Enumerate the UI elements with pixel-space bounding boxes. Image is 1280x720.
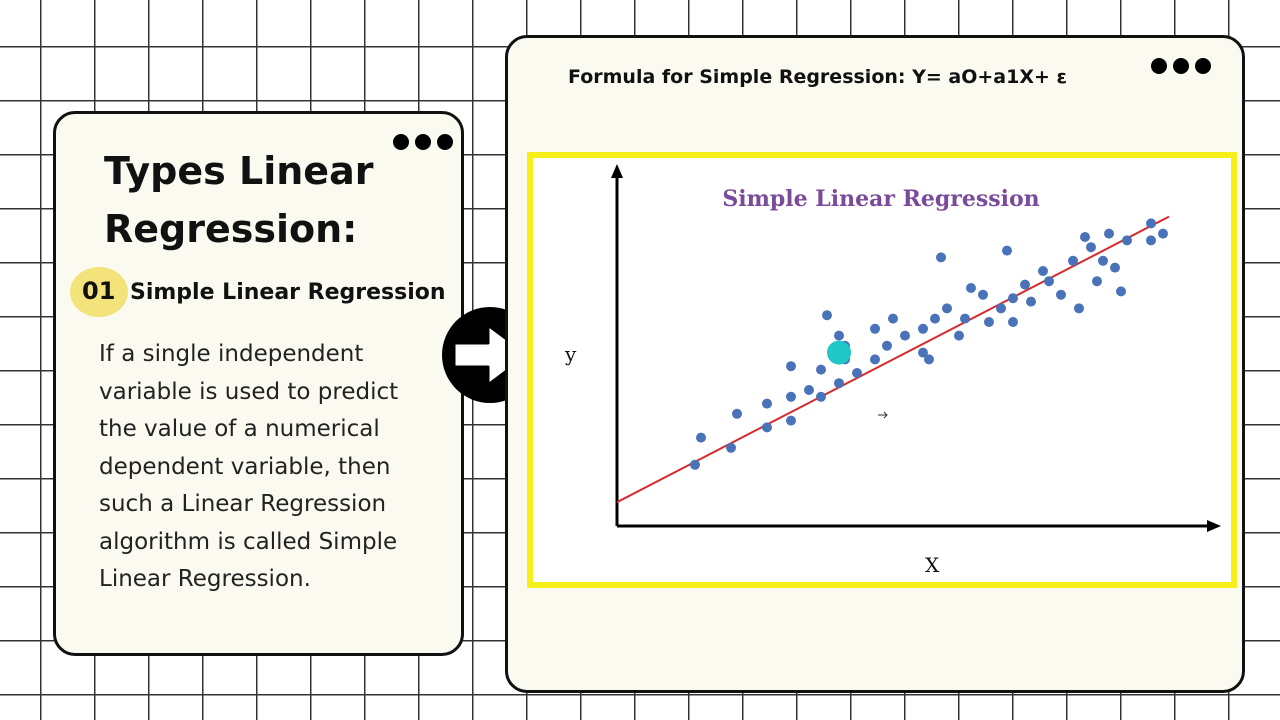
- section-subtitle: Simple Linear Regression: [130, 280, 446, 305]
- data-point: [834, 378, 844, 389]
- data-point: [960, 313, 970, 324]
- data-point: [942, 303, 952, 314]
- data-point: [1020, 279, 1030, 290]
- right-card: Formula for Simple Regression: Y= aO+a1X…: [505, 35, 1245, 693]
- data-point: [1092, 276, 1102, 287]
- data-point: [786, 361, 796, 372]
- highlighted-point: [827, 340, 851, 365]
- data-point: [852, 368, 862, 378]
- data-point: [822, 310, 832, 321]
- more-dots-icon[interactable]: [393, 134, 453, 150]
- number-label: 01: [82, 277, 116, 305]
- cursor-icon: [878, 411, 888, 419]
- regression-line: [616, 215, 1170, 504]
- data-point: [1086, 242, 1096, 253]
- data-point: [966, 283, 976, 293]
- data-point: [930, 313, 940, 324]
- data-point: [924, 354, 934, 365]
- slide-heading: Types Linear Regression:: [104, 149, 374, 251]
- data-point: [762, 398, 772, 409]
- data-point: [870, 354, 880, 365]
- data-point: [1158, 228, 1168, 239]
- data-point: [786, 415, 796, 426]
- data-point: [870, 323, 880, 334]
- data-point: [918, 323, 928, 334]
- data-point: [918, 347, 928, 358]
- data-point: [726, 442, 736, 453]
- data-point: [996, 303, 1006, 314]
- data-point: [804, 385, 814, 395]
- data-point: [690, 459, 700, 470]
- data-point: [1110, 262, 1120, 273]
- data-point: [1122, 235, 1132, 246]
- data-point: [1044, 276, 1054, 287]
- y-axis-arrowhead: [611, 164, 623, 178]
- data-point: [834, 330, 844, 341]
- data-point: [1080, 232, 1090, 242]
- data-point: [1104, 228, 1114, 239]
- description-text: If a single independent variable is used…: [99, 341, 399, 592]
- data-point: [984, 317, 994, 327]
- data-point: [1068, 255, 1078, 266]
- data-point: [882, 340, 892, 351]
- data-point: [900, 330, 910, 341]
- chart-title: Simple Linear Regression: [722, 186, 1039, 212]
- plot-layer: [616, 215, 1170, 504]
- x-axis-arrowhead: [1207, 520, 1221, 532]
- data-point: [1146, 218, 1156, 229]
- data-point: [816, 391, 826, 402]
- data-point: [1008, 293, 1018, 304]
- data-point: [936, 252, 946, 263]
- data-point: [978, 289, 988, 300]
- data-point: [786, 391, 796, 402]
- y-axis-label: y: [564, 342, 577, 366]
- data-point: [1074, 303, 1084, 314]
- data-point: [1026, 296, 1036, 307]
- x-axis-label: X: [925, 553, 940, 577]
- left-card: Types Linear Regression: 01 Simple Linea…: [53, 111, 464, 656]
- more-dots-icon[interactable]: [1151, 58, 1211, 74]
- data-point: [888, 313, 898, 324]
- data-point: [1038, 266, 1048, 276]
- data-point: [1146, 235, 1156, 246]
- data-point: [1008, 317, 1018, 327]
- chart-frame: Simple Linear Regression y X: [527, 152, 1237, 588]
- data-point: [732, 408, 742, 419]
- data-point: [1098, 255, 1108, 266]
- data-point: [696, 432, 706, 443]
- formula-text: Formula for Simple Regression: Y= aO+a1X…: [568, 66, 1068, 88]
- data-point: [954, 330, 964, 341]
- scatter-chart: Simple Linear Regression y X: [564, 164, 1221, 577]
- data-point: [1116, 286, 1126, 297]
- data-point: [762, 422, 772, 433]
- data-point: [1002, 245, 1012, 256]
- number-badge: [70, 267, 128, 317]
- data-point: [1056, 289, 1066, 300]
- data-point: [816, 364, 826, 375]
